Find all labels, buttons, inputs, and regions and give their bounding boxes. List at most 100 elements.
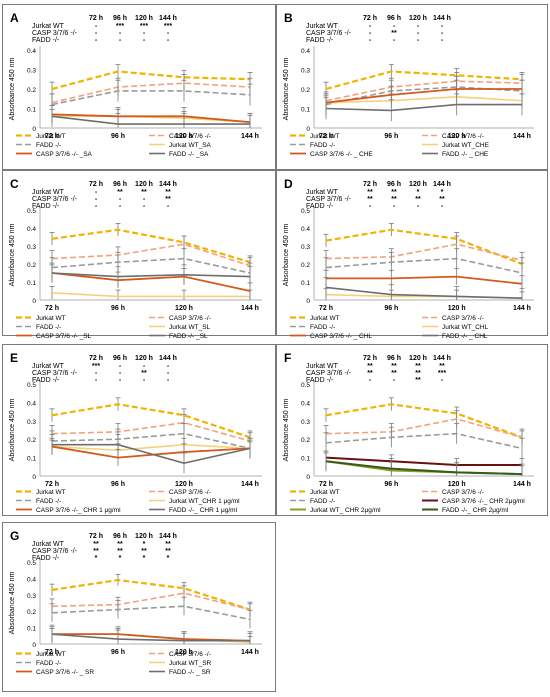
time-header-label: 120 h bbox=[135, 533, 153, 540]
series-line bbox=[51, 592, 251, 611]
series-line bbox=[325, 460, 523, 476]
time-header-label: 144 h bbox=[159, 181, 177, 188]
panel-letter: G bbox=[10, 529, 19, 543]
series-line bbox=[325, 257, 523, 274]
y-tick-label: 0 bbox=[32, 642, 36, 649]
significance-mark: ** bbox=[367, 370, 373, 377]
chart-panel-a: A 0 0.1 0.2 0.3 0.4 Absorbance 450 nm 72 h 96 h 1… bbox=[9, 11, 262, 158]
significance-mark: - bbox=[95, 370, 98, 377]
x-tick-label: 72 h bbox=[319, 481, 333, 488]
x-tick-label: 72 h bbox=[45, 305, 59, 312]
legend-label: CASP 3/7/6 -/- bbox=[169, 489, 211, 496]
x-tick-label: 144 h bbox=[241, 133, 259, 140]
series-line bbox=[325, 418, 523, 439]
time-header-label: 120 h bbox=[135, 15, 153, 22]
group-label: CASP 3/7/6 -/- bbox=[32, 196, 78, 203]
legend-label: Jurkat WT bbox=[310, 315, 340, 322]
y-axis-title: Absorbance 450 nm bbox=[283, 399, 290, 462]
y-axis-title: Absorbance 450 nm bbox=[283, 58, 290, 121]
series-line bbox=[325, 95, 523, 104]
series-line bbox=[51, 228, 251, 264]
x-tick-label: 120 h bbox=[175, 481, 193, 488]
x-tick-label: 96 h bbox=[111, 305, 125, 312]
panel-letter: E bbox=[10, 351, 18, 365]
y-tick-label: 0.2 bbox=[301, 262, 310, 269]
time-header-label: 96 h bbox=[387, 355, 401, 362]
legend-label: CASP 3/7/6 -/-_ CHR 2μg/ml bbox=[442, 498, 525, 505]
series-line bbox=[51, 115, 250, 125]
significance-mark: *** bbox=[140, 23, 148, 30]
time-header-label: 72 h bbox=[89, 355, 103, 362]
series-line bbox=[51, 443, 251, 452]
panel-frame-c bbox=[2, 170, 276, 336]
time-header-label: 72 h bbox=[89, 181, 103, 188]
y-tick-label: 0.5 bbox=[301, 208, 310, 215]
significance-mark: ** bbox=[415, 370, 421, 377]
significance-mark: *** bbox=[438, 370, 446, 377]
legend-label: FADD -/- bbox=[310, 142, 335, 149]
legend-label: CASP 3/7/6 -/- _ CHE bbox=[310, 151, 373, 158]
significance-mark: * bbox=[95, 555, 98, 562]
y-tick-label: 0.1 bbox=[27, 107, 36, 114]
time-header-label: 120 h bbox=[409, 15, 427, 22]
series-line bbox=[51, 70, 251, 91]
y-tick-label: 0.2 bbox=[27, 262, 36, 269]
series-line bbox=[325, 243, 523, 262]
time-header-label: 72 h bbox=[89, 15, 103, 22]
group-label: Jurkat WT bbox=[32, 189, 65, 196]
significance-mark: ** bbox=[93, 548, 99, 555]
time-header-label: 144 h bbox=[159, 533, 177, 540]
group-label: FADD -/- bbox=[306, 37, 334, 44]
time-header-label: 72 h bbox=[363, 181, 377, 188]
significance-mark: - bbox=[119, 196, 122, 203]
significance-mark: - bbox=[95, 196, 98, 203]
series-line bbox=[51, 292, 250, 298]
x-tick-label: 144 h bbox=[513, 481, 531, 488]
significance-mark: - bbox=[143, 196, 146, 203]
chart-panel-g: G 0 0.1 0.2 0.3 0.4 0.5 Absorbance 450 nm 72 h 96… bbox=[9, 529, 262, 676]
y-tick-label: 0.5 bbox=[27, 208, 36, 215]
x-tick-label: 96 h bbox=[111, 481, 125, 488]
y-tick-label: 0.3 bbox=[301, 68, 310, 75]
significance-mark: - bbox=[143, 377, 146, 384]
x-tick-label: 96 h bbox=[111, 133, 125, 140]
y-tick-label: 0.3 bbox=[301, 419, 310, 426]
group-label: Jurkat WT bbox=[32, 363, 65, 370]
panel-letter: F bbox=[284, 351, 291, 365]
y-tick-label: 0.1 bbox=[301, 107, 310, 114]
significance-mark: ** bbox=[165, 196, 171, 203]
panel-letter: B bbox=[284, 11, 293, 25]
group-label: Jurkat WT bbox=[306, 363, 339, 370]
y-axis-title: Absorbance 450 nm bbox=[9, 399, 16, 462]
significance-mark: - bbox=[167, 363, 170, 370]
x-tick-label: 72 h bbox=[45, 649, 59, 656]
chart-panel-b: B 0 0.1 0.2 0.3 0.4 Absorbance 450 nm 72 h 96 h 1… bbox=[283, 11, 534, 158]
significance-mark: - bbox=[417, 203, 420, 210]
x-tick-label: 72 h bbox=[45, 133, 59, 140]
legend-label: CASP 3/7/6 -/- bbox=[169, 651, 211, 658]
significance-mark: ** bbox=[391, 30, 397, 37]
significance-mark: - bbox=[167, 377, 170, 384]
series-line bbox=[325, 80, 523, 102]
y-tick-label: 0.3 bbox=[27, 419, 36, 426]
x-tick-label: 144 h bbox=[513, 305, 531, 312]
significance-mark: - bbox=[119, 377, 122, 384]
y-tick-label: 0 bbox=[32, 474, 36, 481]
x-tick-label: 144 h bbox=[513, 133, 531, 140]
y-tick-label: 0.4 bbox=[301, 400, 310, 407]
group-label: Jurkat WT bbox=[306, 23, 339, 30]
legend-label: CASP 3/7/6 -/- _SL bbox=[36, 333, 92, 340]
y-tick-label: 0.5 bbox=[27, 560, 36, 567]
significance-mark: * bbox=[441, 189, 444, 196]
x-tick-label: 96 h bbox=[384, 133, 398, 140]
time-header-label: 96 h bbox=[113, 15, 127, 22]
significance-mark: - bbox=[167, 30, 170, 37]
y-tick-label: 0 bbox=[32, 126, 36, 133]
panel-frame-d bbox=[276, 170, 548, 336]
y-tick-label: 0.2 bbox=[27, 609, 36, 616]
series-line bbox=[325, 103, 522, 112]
significance-mark: - bbox=[369, 23, 372, 30]
significance-mark: ** bbox=[141, 548, 147, 555]
panel-frame-b bbox=[276, 4, 548, 170]
